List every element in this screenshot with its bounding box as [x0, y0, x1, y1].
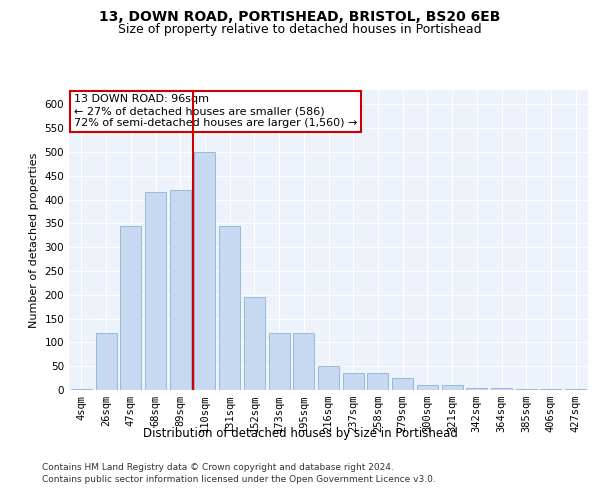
Bar: [491, 388, 512, 390]
Bar: [343, 374, 364, 390]
Bar: [71, 389, 92, 390]
Bar: [318, 366, 339, 390]
Bar: [145, 192, 166, 390]
Y-axis label: Number of detached properties: Number of detached properties: [29, 152, 39, 328]
Bar: [194, 152, 215, 390]
Text: 13, DOWN ROAD, PORTISHEAD, BRISTOL, BS20 6EB: 13, DOWN ROAD, PORTISHEAD, BRISTOL, BS20…: [100, 10, 500, 24]
Bar: [95, 333, 116, 390]
Bar: [466, 388, 487, 390]
Text: Distribution of detached houses by size in Portishead: Distribution of detached houses by size …: [143, 428, 457, 440]
Bar: [516, 389, 537, 390]
Bar: [219, 226, 240, 390]
Bar: [442, 385, 463, 390]
Text: Contains public sector information licensed under the Open Government Licence v3: Contains public sector information licen…: [42, 475, 436, 484]
Bar: [565, 389, 586, 390]
Bar: [417, 385, 438, 390]
Text: Contains HM Land Registry data © Crown copyright and database right 2024.: Contains HM Land Registry data © Crown c…: [42, 462, 394, 471]
Text: Size of property relative to detached houses in Portishead: Size of property relative to detached ho…: [118, 22, 482, 36]
Bar: [170, 190, 191, 390]
Bar: [392, 378, 413, 390]
Bar: [541, 389, 562, 390]
Bar: [367, 374, 388, 390]
Bar: [120, 226, 141, 390]
Bar: [293, 333, 314, 390]
Bar: [269, 333, 290, 390]
Text: 13 DOWN ROAD: 96sqm
← 27% of detached houses are smaller (586)
72% of semi-detac: 13 DOWN ROAD: 96sqm ← 27% of detached ho…: [74, 94, 358, 128]
Bar: [244, 297, 265, 390]
